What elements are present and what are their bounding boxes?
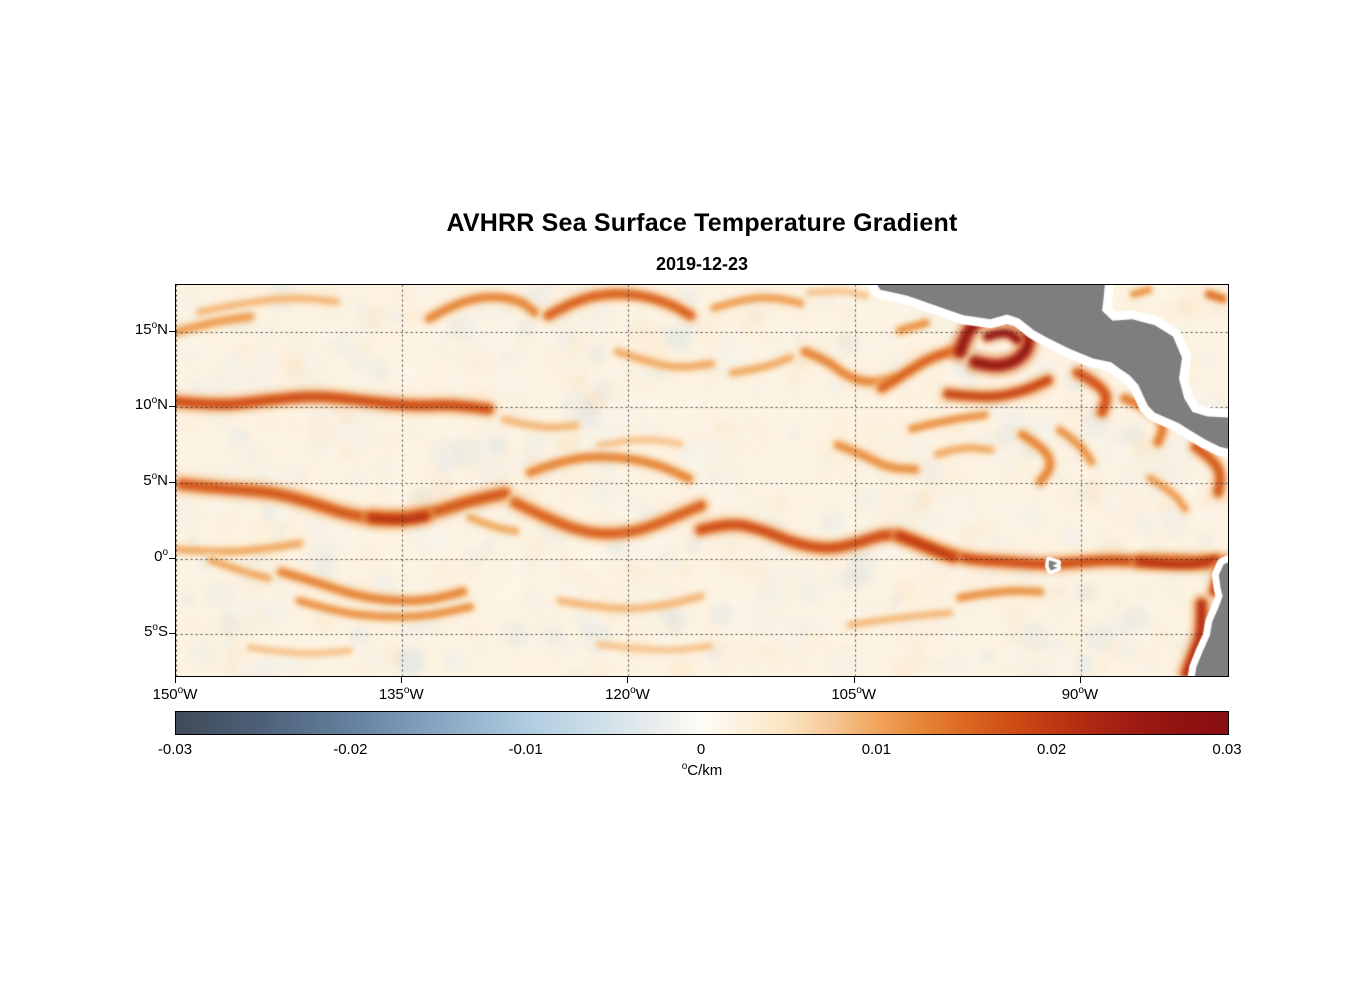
colorbar-tick-label: 0.03 [1212,741,1242,758]
map-canvas [176,285,1228,676]
x-tick-label: 150oW [152,685,198,704]
colorbar-tick-label: -0.01 [508,741,543,758]
x-tick-label: 120oW [605,685,650,704]
y-tick-mark [169,406,175,407]
y-tick-label: 0o [154,546,168,565]
x-tick-label: 135oW [378,685,424,704]
x-tick-mark [175,677,176,683]
y-tick-label: 5oS [144,622,168,641]
colorbar-gradient [176,712,1228,734]
x-tick-label: 90oW [1061,685,1099,704]
colorbar-tick-label: 0 [696,741,706,758]
x-tick-mark [627,677,628,683]
colorbar [175,711,1229,735]
colorbar-unit: oC/km [681,761,723,780]
y-tick-label: 10oN [134,395,168,414]
x-tick-mark [1080,677,1081,683]
colorbar-tick-label: 0.02 [1037,741,1067,758]
y-tick-mark [169,558,175,559]
x-tick-mark [854,677,855,683]
colorbar-tick-label: -0.03 [157,741,193,758]
y-tick-label: 15oN [134,319,168,338]
y-tick-label: 5oN [143,470,168,489]
y-tick-mark [169,633,175,634]
map-frame [175,284,1229,677]
x-tick-label: 105oW [831,685,877,704]
colorbar-tick-label: 0.01 [861,741,891,758]
y-tick-mark [169,331,175,332]
y-tick-mark [169,482,175,483]
x-tick-mark [401,677,402,683]
figure-date: 2019-12-23 [655,254,749,274]
figure-title: AVHRR Sea Surface Temperature Gradient [446,209,958,237]
colorbar-tick-label: -0.02 [333,741,368,758]
